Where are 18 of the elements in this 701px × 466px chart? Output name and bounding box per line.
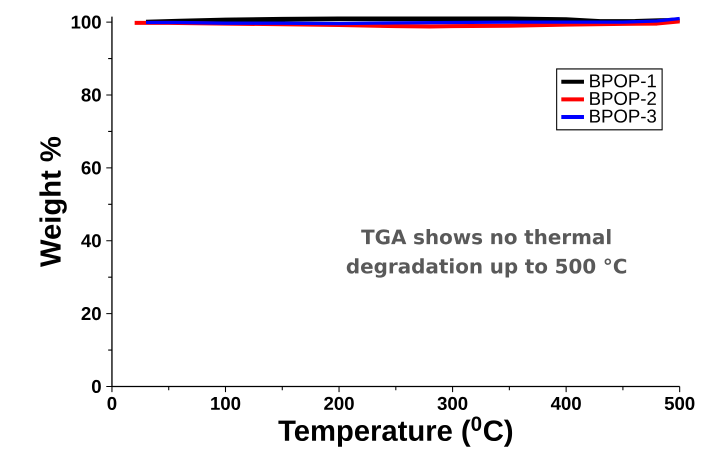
- legend-label: BPOP-2: [590, 92, 656, 105]
- legend-label: BPOP-1: [590, 74, 656, 88]
- x-tick-label: 0: [108, 396, 116, 410]
- y-tick-label: 0: [92, 380, 101, 393]
- y-axis-title: Weight %: [39, 136, 67, 267]
- y-tick-label: 40: [81, 234, 101, 248]
- x-tick-label: 100: [211, 396, 240, 410]
- annotation: TGA shows no thermal degradation up to 500 °C: [346, 228, 626, 278]
- legend-label: BPOP-3: [590, 109, 656, 122]
- y-tick-label: 80: [82, 88, 101, 102]
- y-tick-label: 100: [72, 15, 101, 28]
- x-tick-label: 500: [664, 396, 694, 410]
- y-tick-label: 60: [82, 161, 101, 174]
- x-tick-label: 300: [437, 396, 468, 410]
- y-tick-label: 20: [82, 306, 101, 320]
- x-tick-label: 200: [324, 396, 354, 410]
- x-tick-label: 400: [550, 396, 581, 410]
- x-axis-title: Temperature ($^{0}$C): [278, 416, 512, 447]
